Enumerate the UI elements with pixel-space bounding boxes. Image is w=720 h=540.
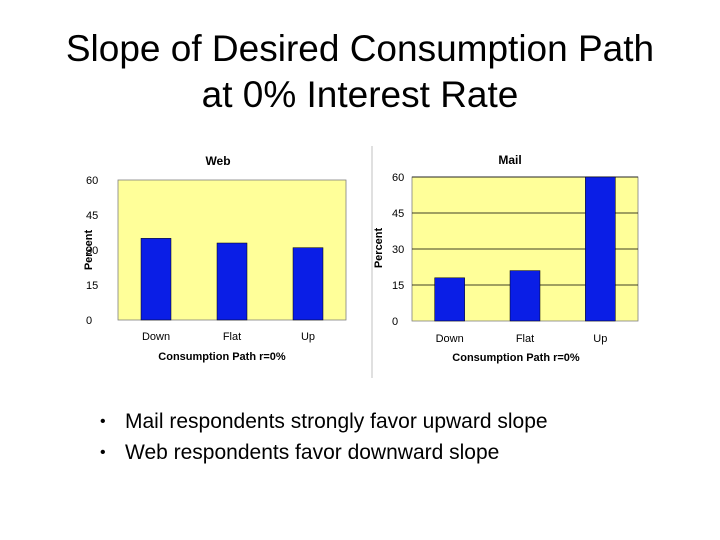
- mail-bar-down: [434, 277, 465, 322]
- web-bar-down: [140, 238, 172, 321]
- mail-chart-svg: Mail Consumption Path r=0% Percent 0 15 30…: [370, 146, 648, 378]
- web-y-axis-label: Percent: [83, 229, 95, 270]
- mail-x-tick-label: Flat: [516, 333, 534, 345]
- mail-y-tick-label: 30: [392, 244, 404, 256]
- mail-y-tick-label: 45: [392, 208, 404, 220]
- mail-chart-title: Mail: [498, 153, 521, 167]
- mail-y-ticks: 0 15 30 45 60: [392, 172, 404, 328]
- mail-bar-up: [585, 176, 616, 322]
- web-bars: [140, 238, 324, 321]
- mail-bar-flat: [509, 270, 541, 322]
- mail-x-ticks: Down Flat Up: [436, 333, 608, 345]
- web-x-ticks: Down Flat Up: [142, 331, 315, 343]
- web-chart: Web Consumption Path r=0% Percent 0 15 30 4…: [78, 146, 356, 378]
- slide-title-line-1: Slope of Desired Consumption Path: [65, 28, 655, 69]
- bullet-marker: •: [100, 444, 106, 461]
- bullet-item: • Web respondents favor downward slope: [100, 437, 700, 468]
- web-y-tick-label: 60: [86, 175, 98, 187]
- web-chart-title: Web: [205, 154, 230, 168]
- bullet-text: Web respondents favor downward slope: [125, 441, 500, 464]
- mail-y-tick-label: 15: [392, 280, 404, 292]
- mail-y-tick-label: 60: [392, 172, 404, 184]
- mail-y-tick-label: 0: [392, 316, 398, 328]
- slide-title: Slope of Desired Consumption Path at 0% …: [0, 26, 720, 118]
- web-x-axis-label: Consumption Path r=0%: [158, 351, 286, 363]
- mail-x-tick-label: Up: [593, 333, 607, 345]
- mail-y-axis-label: Percent: [373, 227, 385, 268]
- bullet-marker: •: [100, 413, 106, 430]
- mail-bars: [434, 176, 616, 322]
- mail-chart: Mail Consumption Path r=0% Percent 0 15 30…: [370, 146, 648, 378]
- web-y-ticks: 0 15 30 45 60: [86, 175, 98, 327]
- mail-x-tick-label: Down: [436, 333, 464, 345]
- web-bar-flat: [216, 242, 248, 321]
- mail-x-axis-label: Consumption Path r=0%: [452, 352, 580, 364]
- web-y-tick-label: 30: [86, 245, 98, 257]
- bullet-item: • Mail respondents strongly favor upward …: [100, 406, 700, 437]
- web-y-tick-label: 15: [86, 280, 98, 292]
- bullet-text: Mail respondents strongly favor upward s…: [125, 410, 548, 433]
- web-y-tick-label: 45: [86, 210, 98, 222]
- web-bar-up: [292, 247, 324, 321]
- web-y-tick-label: 0: [86, 315, 92, 327]
- web-x-tick-label: Down: [142, 331, 170, 343]
- slide-title-line-2: at 0% Interest Rate: [201, 74, 519, 115]
- web-chart-svg: Web Consumption Path r=0% Percent 0 15 30 4…: [78, 146, 356, 378]
- web-x-tick-label: Flat: [223, 331, 241, 343]
- bullet-list: • Mail respondents strongly favor upward …: [100, 406, 700, 468]
- web-x-tick-label: Up: [301, 331, 315, 343]
